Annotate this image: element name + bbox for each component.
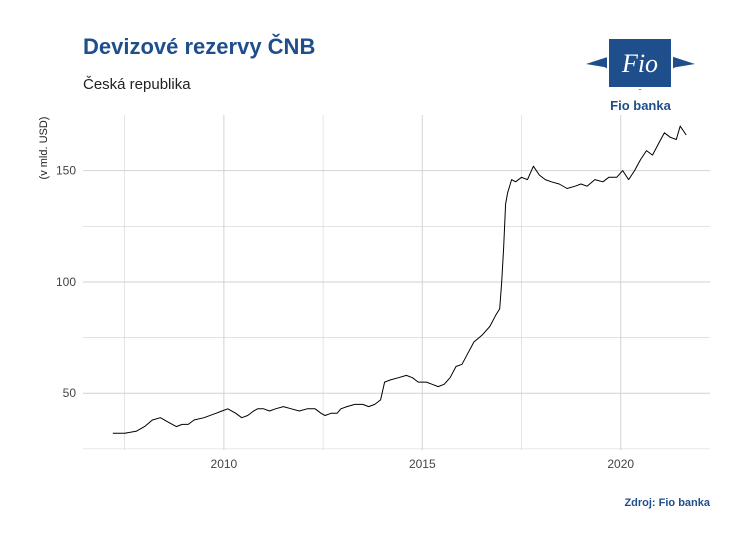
x-tick-label: 2010 — [211, 457, 238, 471]
x-tick-label: 2020 — [607, 457, 634, 471]
chart-subtitle: Česká republika — [83, 76, 191, 93]
fio-banka-logo: Fio Fio banka — [582, 28, 712, 118]
logo-name: Fio banka — [610, 98, 671, 113]
y-tick-label: 150 — [56, 164, 76, 178]
grid — [83, 115, 710, 450]
y-tick-label: 100 — [56, 275, 76, 289]
source-note: Zdroj: Fio banka — [624, 497, 710, 509]
x-tick-label: 2015 — [409, 457, 436, 471]
logo-mark-text: Fio — [621, 49, 658, 78]
y-axis-label: (v mld. USD) — [38, 117, 50, 180]
axes: 2010 2015 2020 50 100 150 — [56, 164, 634, 471]
y-tick-label: 50 — [63, 386, 77, 400]
fio-logo-icon: Fio — [586, 37, 695, 90]
series-line-reserves — [112, 125, 687, 434]
chart-title: Devizové rezervy ČNB — [83, 34, 316, 59]
series-layer — [112, 125, 687, 434]
